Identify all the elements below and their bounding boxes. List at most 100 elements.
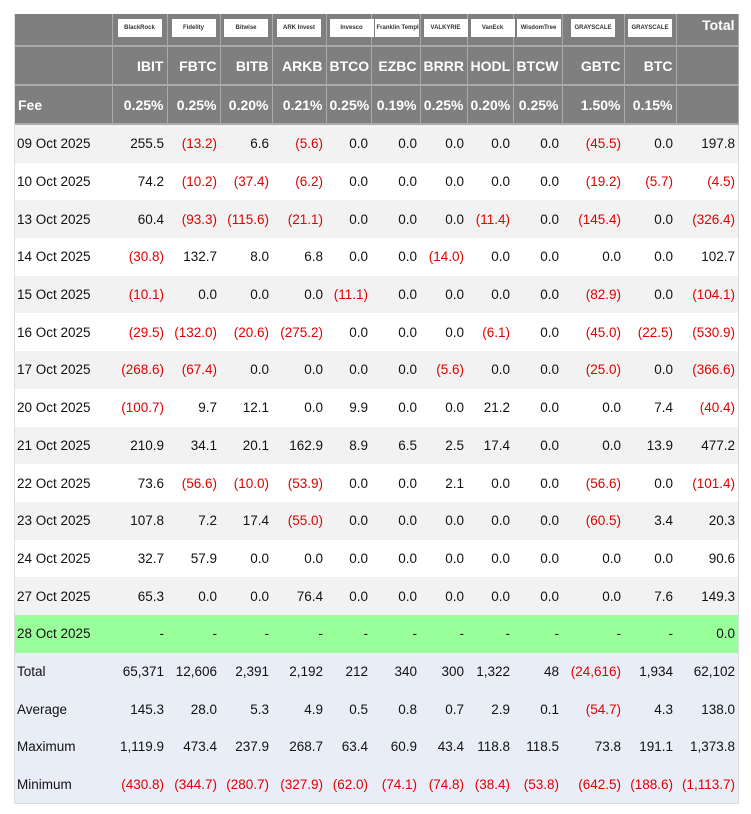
flow-cell: (93.3) [167, 200, 220, 239]
flow-cell: 0.0 [371, 577, 420, 615]
fee-value: 0.20% [467, 85, 514, 125]
flow-cell: 0.0 [562, 238, 624, 276]
summary-cell: 212 [326, 652, 371, 691]
brand-logo-cell: GRAYSCALE [562, 14, 625, 47]
brand-logo-cell: GRAYSCALE [624, 14, 677, 47]
flow-cell: (5.6) [272, 124, 326, 163]
summary-cell: 118.5 [513, 728, 562, 766]
ticker-header: FBTC [167, 46, 221, 86]
table-row: 16 Oct 2025 (29.5) (132.0) (20.6) (275.2) 0.0… [15, 313, 738, 352]
flow-cell: 0.0 [420, 501, 467, 540]
summary-cell: 43.4 [420, 728, 467, 766]
row-date: 09 Oct 2025 [15, 124, 112, 163]
summary-cell: 4.9 [272, 690, 326, 728]
brand-logo-cell: Fidelity [167, 14, 221, 47]
summary-cell: 0.1 [513, 690, 562, 728]
fee-value: 0.21% [272, 85, 327, 125]
summary-cell: 4.3 [624, 690, 676, 728]
flow-cell: 0.0 [562, 577, 624, 615]
flow-cell: 0.0 [562, 426, 624, 465]
summary-cell: 0.7 [420, 690, 467, 728]
row-total-cell: 0.0 [676, 614, 738, 653]
summary-cell: (74.1) [371, 765, 420, 804]
flow-cell: - [272, 614, 326, 653]
summary-cell: (62.0) [326, 765, 371, 804]
flow-cell: (30.8) [112, 238, 167, 276]
flow-cell: 0.0 [467, 162, 513, 201]
flow-cell: (56.6) [167, 464, 220, 502]
flow-cell: 13.9 [624, 426, 676, 465]
flow-cell: (145.4) [562, 200, 624, 239]
summary-cell: (642.5) [562, 765, 624, 804]
fee-value: 0.25% [420, 85, 468, 125]
summary-row: Maximum 1,119.9 473.4 237.9 268.7 63.4 60.9 43.… [15, 728, 738, 766]
summary-cell: (24,616) [562, 652, 624, 691]
row-date: 28 Oct 2025 [15, 614, 112, 653]
brand-logo-cell: Franklin Templeton [371, 14, 421, 47]
brand-logo: VALKYRIE [423, 19, 468, 37]
brand-logo: VanEck [470, 19, 515, 37]
flow-cell: 0.0 [420, 577, 467, 615]
flow-cell: 74.2 [112, 162, 167, 201]
flow-cell: 7.4 [624, 388, 676, 427]
flow-cell: (13.2) [167, 124, 220, 163]
flow-cell: 0.0 [467, 351, 513, 389]
fee-value: 0.25% [513, 85, 563, 125]
flow-cell: (5.6) [420, 351, 467, 389]
table-row: 21 Oct 2025 210.9 34.1 20.1 162.9 8.9 6.5 2.5 17… [15, 426, 738, 465]
summary-cell: 2.9 [467, 690, 513, 728]
flow-cell: (132.0) [167, 313, 220, 352]
brand-logo: WisdomTree [516, 19, 561, 37]
flow-cell: 0.0 [624, 124, 676, 163]
flow-cell: 0.0 [467, 238, 513, 276]
flow-cell: 32.7 [112, 539, 167, 578]
flow-cell: 9.7 [167, 388, 220, 427]
flow-cell: 73.6 [112, 464, 167, 502]
brand-logo-cell: ARK Invest [272, 14, 327, 47]
flow-cell: 0.0 [420, 275, 467, 314]
flow-cell: - [167, 614, 220, 653]
flow-cell: 0.0 [272, 539, 326, 578]
flow-cell: - [371, 614, 420, 653]
flow-cell: 0.0 [220, 539, 272, 578]
summary-cell: (53.8) [513, 765, 562, 804]
flow-cell: 132.7 [167, 238, 220, 276]
summary-cell: 65,371 [112, 652, 167, 691]
brand-logo: ARK Invest [277, 19, 321, 37]
flow-cell: 0.0 [562, 539, 624, 578]
flow-cell: 0.0 [513, 501, 562, 540]
flow-cell: 0.0 [272, 275, 326, 314]
flow-cell: (21.1) [272, 200, 326, 239]
brand-logo: GRAYSCALE [571, 19, 615, 37]
flow-cell: - [326, 614, 371, 653]
header-empty-cell [15, 14, 113, 47]
flow-cell: 0.0 [513, 124, 562, 163]
flow-cell: 0.0 [371, 200, 420, 239]
flow-cell: 8.0 [220, 238, 272, 276]
ticker-header: IBIT [112, 46, 168, 86]
row-date: 14 Oct 2025 [15, 238, 112, 276]
ticker-header: BTCO [326, 46, 372, 86]
flow-cell: 0.0 [420, 539, 467, 578]
summary-cell: 63.4 [326, 728, 371, 766]
flow-cell: 60.4 [112, 200, 167, 239]
table-row: 27 Oct 2025 65.3 0.0 0.0 76.4 0.0 0.0 0.0 0.0 0.0… [15, 577, 738, 615]
flow-cell: 0.0 [326, 313, 371, 352]
flow-cell: 0.0 [220, 577, 272, 615]
flow-cell: 57.9 [167, 539, 220, 578]
flow-cell: 0.0 [467, 577, 513, 615]
table-row: 20 Oct 2025 (100.7) 9.7 12.1 0.0 9.9 0.0 0.0 21.… [15, 388, 738, 427]
flow-cell: 0.0 [371, 275, 420, 314]
fee-value: 0.20% [220, 85, 273, 125]
row-total-cell: 90.6 [676, 539, 738, 578]
summary-cell: (74.8) [420, 765, 467, 804]
flow-cell: 0.0 [624, 539, 676, 578]
summary-row: Average 145.3 28.0 5.3 4.9 0.5 0.8 0.7 2.9 0.1 (54… [15, 690, 738, 728]
flow-cell: 0.0 [513, 388, 562, 427]
ticker-header: HODL [467, 46, 514, 86]
flow-cell: 7.6 [624, 577, 676, 615]
table-row: 23 Oct 2025 107.8 7.2 17.4 (55.0) 0.0 0.0 0.0 0.… [15, 501, 738, 540]
flow-cell: 0.0 [326, 200, 371, 239]
flow-cell: (6.2) [272, 162, 326, 201]
fee-value: 0.15% [624, 85, 677, 125]
